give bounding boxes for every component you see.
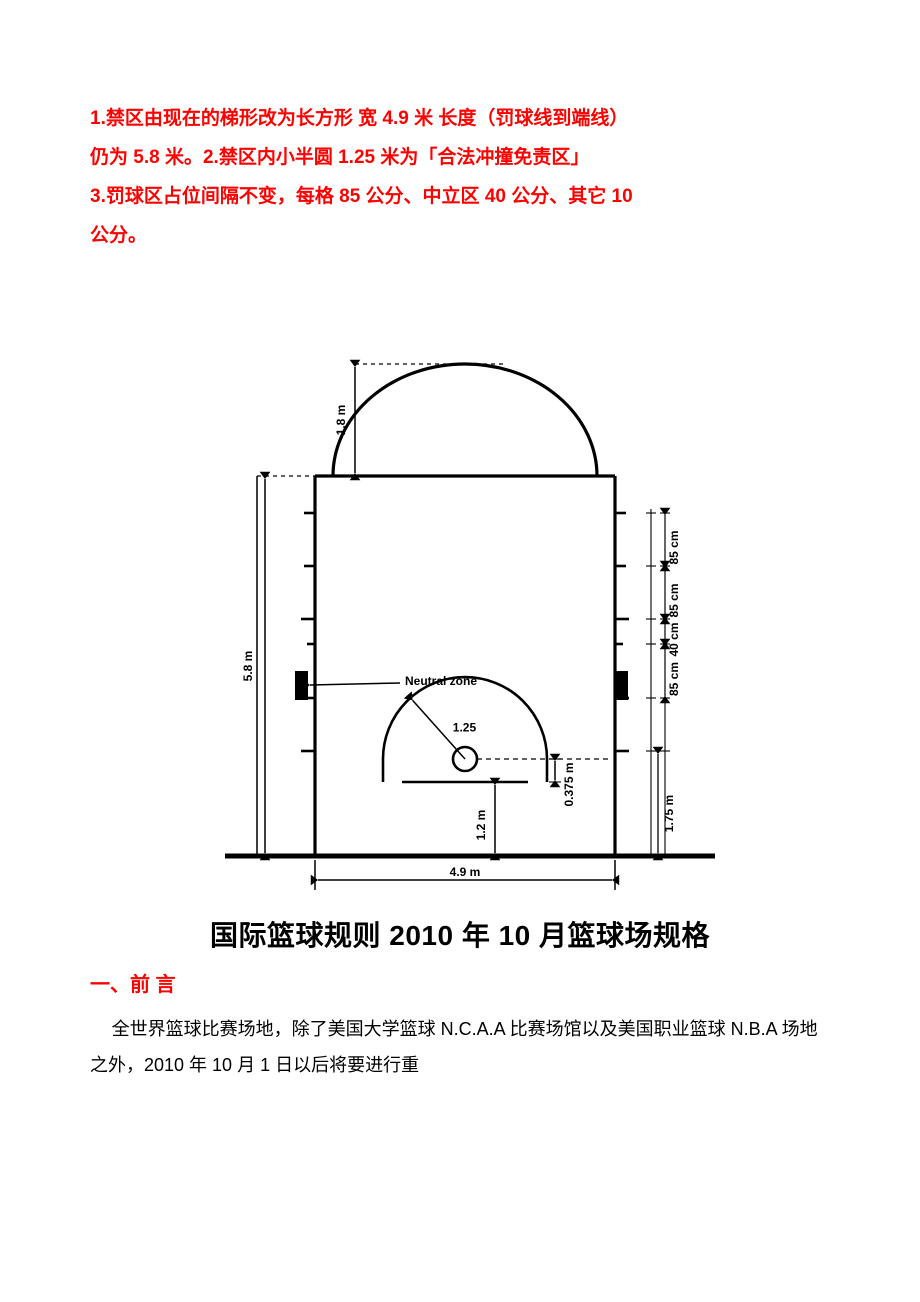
svg-text:0.375 m: 0.375 m bbox=[562, 762, 576, 806]
page-title: 国际篮球规则 2010 年 10 月篮球场规格 bbox=[90, 914, 830, 954]
body-paragraph: 全世界篮球比赛场地，除了美国大学篮球 N.C.A.A 比赛场馆以及美国职业篮球 … bbox=[90, 1011, 830, 1083]
rule-line-4: 公分。 bbox=[90, 217, 830, 256]
svg-text:1.75 m: 1.75 m bbox=[662, 795, 676, 832]
rule-line-3: 3.罚球区占位间隔不变，每格 85 公分、中立区 40 公分、其它 10 bbox=[90, 178, 830, 217]
svg-text:4.9 m: 4.9 m bbox=[450, 865, 481, 879]
svg-text:1.25: 1.25 bbox=[453, 720, 477, 734]
rule-line-1: 1.禁区由现在的梯形改为长方形 宽 4.9 米 长度（罚球线到端线） bbox=[90, 100, 830, 139]
svg-text:1.2 m: 1.2 m bbox=[474, 809, 488, 840]
rules-list: 1.禁区由现在的梯形改为长方形 宽 4.9 米 长度（罚球线到端线） 仍为 5.… bbox=[90, 100, 830, 256]
svg-text:5.8 m: 5.8 m bbox=[241, 650, 255, 681]
svg-text:85 cm: 85 cm bbox=[667, 583, 681, 617]
svg-text:1.8 m: 1.8 m bbox=[334, 404, 348, 435]
svg-text:85 cm: 85 cm bbox=[667, 530, 681, 564]
section-heading-preface: 一、前 言 bbox=[90, 968, 830, 997]
court-diagram: 1.8 m5.8 m4.9 mNeutral zone1.250.375 m1.… bbox=[195, 266, 725, 906]
svg-text:85 cm: 85 cm bbox=[667, 662, 681, 696]
rule-line-2: 仍为 5.8 米。2.禁区内小半圆 1.25 米为「合法冲撞免责区」 bbox=[90, 139, 830, 178]
court-diagram-container: 1.8 m5.8 m4.9 mNeutral zone1.250.375 m1.… bbox=[90, 266, 830, 906]
